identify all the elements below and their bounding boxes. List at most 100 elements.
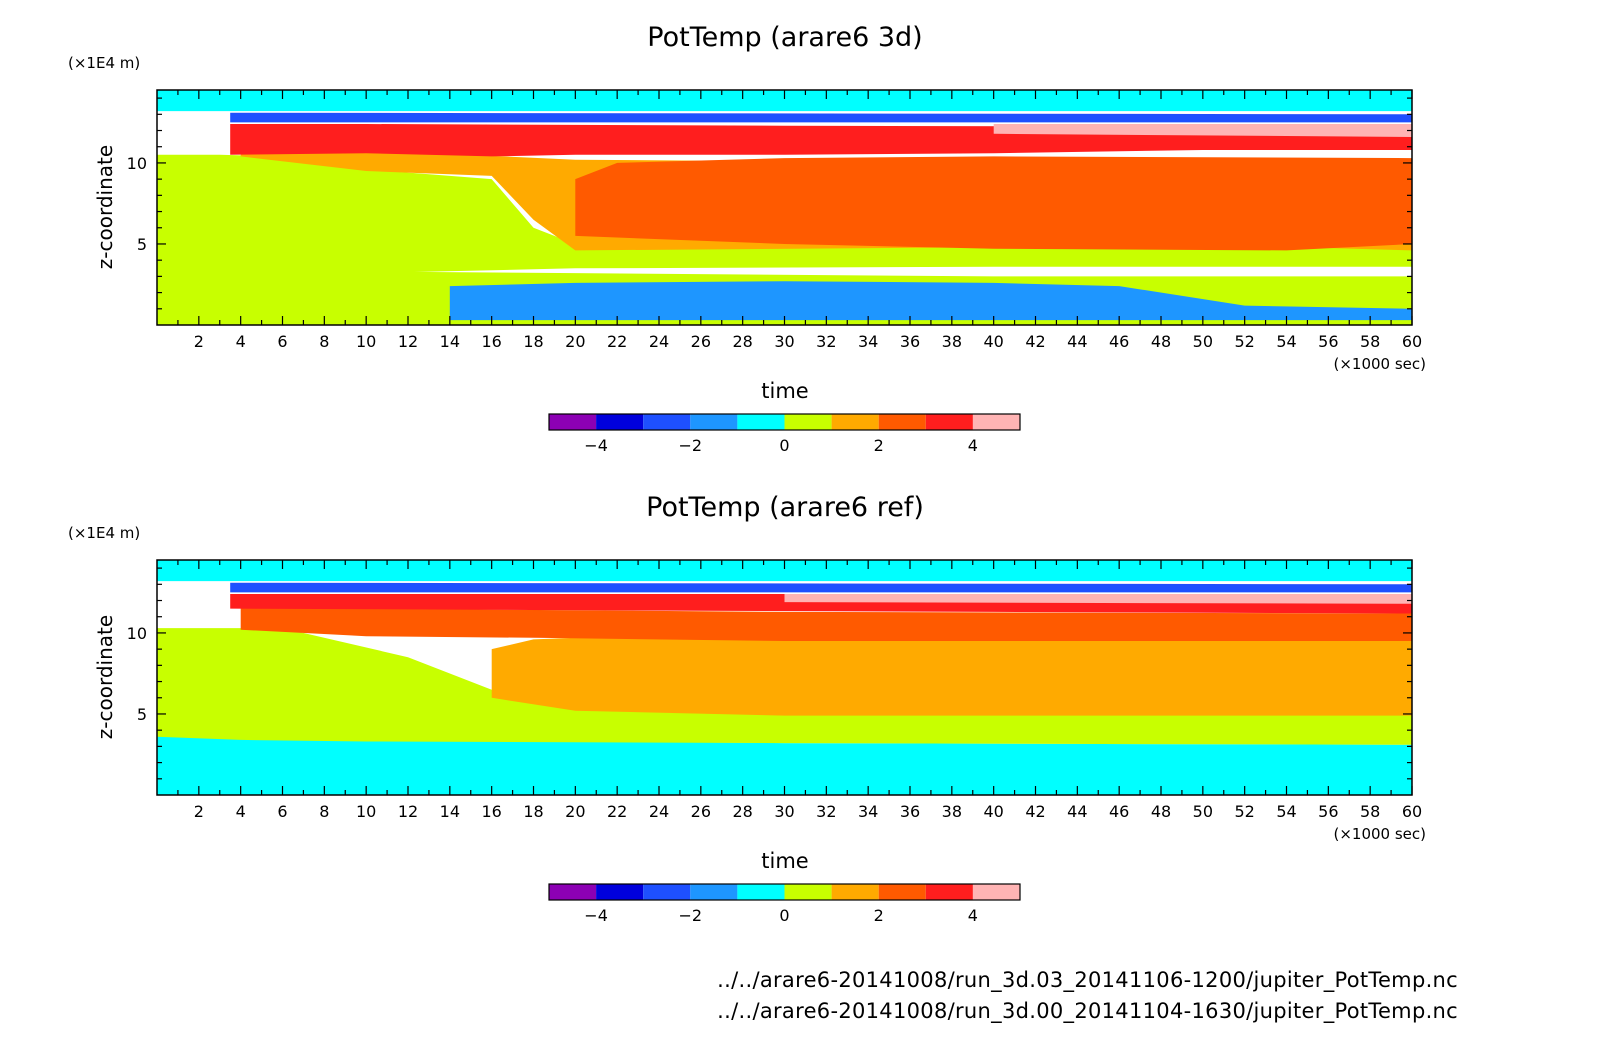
x-tick-label: 10 (356, 802, 376, 821)
colorbar-tick-label: 4 (968, 436, 978, 455)
x-tick-label: 40 (983, 802, 1003, 821)
colorbar-swatch (643, 414, 691, 430)
x-tick-label: 56 (1318, 332, 1338, 351)
x-tick-label: 32 (816, 802, 836, 821)
x-tick-label: 4 (236, 802, 246, 821)
x-tick-label: 30 (774, 802, 794, 821)
colorbar-swatch (878, 414, 926, 430)
y-unit-label: (×1E4 m) (68, 524, 140, 542)
x-tick-label: 40 (983, 332, 1003, 351)
heatmap-region (157, 628, 1412, 745)
y-axis-label: z-coordinate (93, 615, 117, 739)
colorbar-tick-label: −2 (679, 436, 703, 455)
x-axis-label: time (761, 849, 808, 873)
x-tick-label: 2 (194, 332, 204, 351)
heatmap-region (157, 560, 1412, 582)
colorbar-tick-label: −4 (584, 436, 608, 455)
colorbar-swatch (737, 414, 785, 430)
x-tick-label: 28 (732, 332, 752, 351)
colorbar-swatch (596, 414, 644, 430)
x-tick-label: 46 (1109, 802, 1129, 821)
y-tick-label: 5 (137, 235, 147, 254)
x-tick-label: 44 (1067, 802, 1087, 821)
y-tick-label: 10 (127, 624, 147, 643)
x-tick-label: 8 (319, 332, 329, 351)
heatmap-field (157, 90, 1413, 325)
x-tick-label: 22 (607, 332, 627, 351)
x-unit-label: (×1000 sec) (1333, 355, 1426, 373)
x-tick-label: 18 (523, 332, 543, 351)
y-tick-label: 5 (137, 705, 147, 724)
x-unit-label: (×1000 sec) (1333, 825, 1426, 843)
x-tick-label: 16 (481, 802, 501, 821)
file-path-2: ../../arare6-20141008/run_3d.00_20141104… (717, 999, 1458, 1023)
x-tick-label: 56 (1318, 802, 1338, 821)
colorbar-swatch (784, 884, 832, 900)
x-tick-label: 12 (398, 332, 418, 351)
colorbar-swatch (925, 884, 973, 900)
colorbar-tick-label: 0 (779, 436, 789, 455)
x-tick-label: 48 (1151, 332, 1171, 351)
colorbar-swatch (690, 884, 738, 900)
x-tick-label: 42 (1025, 332, 1045, 351)
x-tick-label: 52 (1234, 332, 1254, 351)
x-tick-label: 14 (440, 332, 460, 351)
colorbar-swatch (549, 884, 597, 900)
x-tick-label: 54 (1276, 802, 1296, 821)
x-tick-label: 8 (319, 802, 329, 821)
colorbar-tick-label: 0 (779, 906, 789, 925)
x-tick-label: 16 (481, 332, 501, 351)
x-tick-label: 20 (565, 802, 585, 821)
x-tick-label: 24 (649, 802, 669, 821)
x-tick-label: 46 (1109, 332, 1129, 351)
colorbar-tick-label: 2 (874, 436, 884, 455)
file-path-1: ../../arare6-20141008/run_3d.03_20141106… (717, 968, 1458, 992)
heatmap-region (784, 594, 1412, 604)
colorbar-swatch (925, 414, 973, 430)
heatmap-region (230, 112, 1413, 123)
x-tick-label: 52 (1234, 802, 1254, 821)
heatmap-3d: PotTemp (arare6 3d) (×1E4 m) z-coordinate 2… (68, 22, 1426, 455)
heatmap-region (157, 154, 1412, 274)
colorbar-tick-label: −4 (584, 906, 608, 925)
x-tick-label: 60 (1402, 332, 1422, 351)
y-tick-label: 10 (127, 154, 147, 173)
heatmap-region (157, 90, 1412, 112)
colorbar-swatch (737, 884, 785, 900)
x-tick-label: 58 (1360, 332, 1380, 351)
x-tick-label: 28 (732, 802, 752, 821)
x-tick-label: 32 (816, 332, 836, 351)
x-tick-label: 48 (1151, 802, 1171, 821)
y-axis-label: z-coordinate (93, 145, 117, 269)
x-tick-label: 4 (236, 332, 246, 351)
colorbar-swatch (643, 884, 691, 900)
colorbar-frame (548, 413, 1021, 431)
x-tick-label: 34 (858, 802, 878, 821)
x-tick-label: 6 (277, 332, 287, 351)
chart-title: PotTemp (arare6 3d) (647, 22, 922, 53)
x-tick-label: 20 (565, 332, 585, 351)
x-tick-label: 14 (440, 802, 460, 821)
colorbar-frame (548, 883, 1021, 901)
heatmap-region (575, 156, 1412, 251)
x-tick-label: 38 (942, 802, 962, 821)
x-tick-label: 34 (858, 332, 878, 351)
colorbar-swatch (596, 884, 644, 900)
x-tick-label: 10 (356, 332, 376, 351)
heatmap-field (157, 560, 1413, 795)
colorbar-swatch (831, 414, 879, 430)
x-tick-label: 42 (1025, 802, 1045, 821)
x-tick-label: 50 (1193, 802, 1213, 821)
x-tick-label: 26 (691, 802, 711, 821)
colorbar-swatch (549, 414, 597, 430)
x-tick-label: 36 (900, 332, 920, 351)
colorbar-swatch (690, 414, 738, 430)
x-tick-label: 50 (1193, 332, 1213, 351)
colorbar-tick-label: 4 (968, 906, 978, 925)
x-tick-label: 12 (398, 802, 418, 821)
x-tick-label: 24 (649, 332, 669, 351)
x-tick-label: 54 (1276, 332, 1296, 351)
x-tick-label: 22 (607, 802, 627, 821)
x-tick-label: 30 (774, 332, 794, 351)
colorbar: −4 −2 0 2 4 (548, 413, 1021, 455)
